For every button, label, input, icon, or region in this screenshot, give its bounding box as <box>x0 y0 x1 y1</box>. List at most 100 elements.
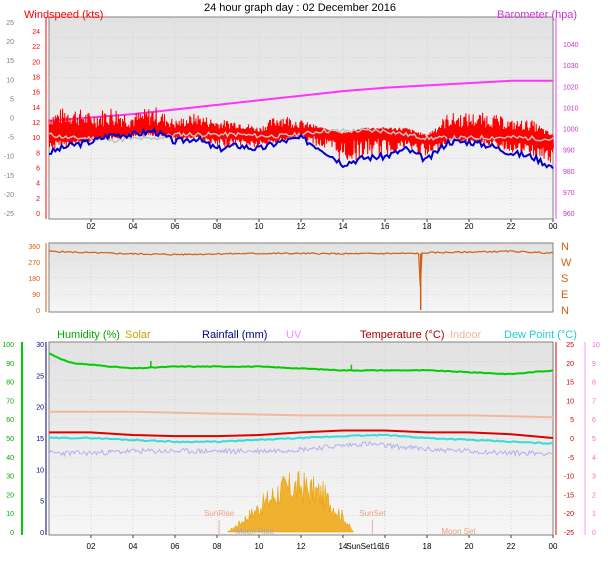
temperature-tick-25: 25 <box>566 342 574 349</box>
humidity-line <box>48 352 554 376</box>
wind-panel: Windspeed (kts) Barometer (hpa) 25201510… <box>4 9 579 231</box>
wind-outer-tick-15: 15 <box>6 58 14 65</box>
uv-tick-9: 9 <box>592 361 596 368</box>
temperature-line <box>49 429 554 439</box>
baro-tick-980: 980 <box>563 169 575 176</box>
wind-panel-title: Windspeed (kts) <box>24 9 103 21</box>
uv-tick-7: 7 <box>592 398 596 405</box>
annotation-0: SunRise <box>204 509 235 518</box>
rain-tick-5: 5 <box>40 499 44 506</box>
temperature-tick--25: -25 <box>564 530 574 537</box>
lavender-line <box>48 441 554 458</box>
uv-tick-10: 10 <box>592 342 600 349</box>
climate-xtick-00: 00 <box>549 542 558 551</box>
wind-xtick-10: 10 <box>255 222 264 231</box>
temperature-tick-0: 0 <box>570 436 574 443</box>
direction-line <box>48 250 554 287</box>
temperature-tick--20: -20 <box>564 511 574 518</box>
direction-tick-180: 180 <box>28 276 40 283</box>
temperature-tick-10: 10 <box>566 398 574 405</box>
humidity-tick-40: 40 <box>6 455 14 462</box>
climate-xtick-20: 20 <box>465 542 474 551</box>
baro-tick-970: 970 <box>563 190 575 197</box>
uv-tick-3: 3 <box>592 474 596 481</box>
legend-3: UV <box>286 329 302 341</box>
rain-tick-0: 0 <box>40 530 44 537</box>
wind-outer-tick--25: -25 <box>4 211 14 218</box>
wind-xtick-18: 18 <box>423 222 432 231</box>
temperature-tick--15: -15 <box>564 492 574 499</box>
wind-xtick-12: 12 <box>297 222 306 231</box>
wind-xtick-16: 16 <box>381 222 390 231</box>
baro-tick-1020: 1020 <box>563 84 579 91</box>
rain-tick-25: 25 <box>36 373 44 380</box>
compass-W-1: W <box>561 257 572 269</box>
humidity-tick-70: 70 <box>6 398 14 405</box>
dew-point-line <box>48 433 554 445</box>
wind-inner-tick-12: 12 <box>32 120 40 127</box>
compass-N-0: N <box>561 241 569 253</box>
wind-outer-tick-5: 5 <box>10 96 14 103</box>
legend-5: Indoor <box>450 329 482 341</box>
uv-tick-6: 6 <box>592 417 596 424</box>
sun-moon-annotations: SunRise SunSet Moon Rise SunSet16 Moon Set <box>204 509 476 551</box>
wind-inner-tick-16: 16 <box>32 90 40 97</box>
temperature-tick--10: -10 <box>564 474 574 481</box>
wind-outer-tick--20: -20 <box>4 192 14 199</box>
humidity-tick-20: 20 <box>6 492 14 499</box>
wind-outer-tick-0: 0 <box>10 116 14 123</box>
direction-tick-270: 270 <box>28 260 40 267</box>
barometer-line <box>48 79 553 122</box>
direction-series <box>48 250 554 310</box>
uv-tick-4: 4 <box>592 455 596 462</box>
wind-inner-tick-6: 6 <box>36 166 40 173</box>
annotation-1: SunSet <box>359 509 386 518</box>
climate-xtick-12: 12 <box>297 542 306 551</box>
annotation-3: SunSet16 <box>346 542 382 551</box>
legend-2: Rainfall (mm) <box>202 329 267 341</box>
temperature-axis: 25 20 15 10 5 0 -5 -10 -15 -20 -25 <box>555 342 574 537</box>
wind-outer-tick-20: 20 <box>6 39 14 46</box>
rain-tick-15: 15 <box>36 436 44 443</box>
legend-1: Solar <box>125 329 151 341</box>
wind-outer-tick-25: 25 <box>6 20 14 27</box>
compass-N-4: N <box>561 305 569 317</box>
humidity-tick-80: 80 <box>6 380 14 387</box>
climate-xtick-08: 08 <box>213 542 222 551</box>
climate-xtick-14: 14 <box>339 542 348 551</box>
humidity-tick-50: 50 <box>6 436 14 443</box>
wind-outer-tick--15: -15 <box>4 173 14 180</box>
wind-xtick-08: 08 <box>213 222 222 231</box>
wind-xtick-20: 20 <box>465 222 474 231</box>
legend-0: Humidity (%) <box>57 329 120 341</box>
solar-area <box>226 470 354 533</box>
temperature-tick-20: 20 <box>566 361 574 368</box>
compass-S-2: S <box>561 273 568 285</box>
climate-xtick-10: 10 <box>255 542 264 551</box>
wind-xtick-14: 14 <box>339 222 348 231</box>
wind-xtick-00: 00 <box>549 222 558 231</box>
baro-tick-960: 960 <box>563 211 575 218</box>
uv-tick-1: 1 <box>592 511 596 518</box>
annotation-4: Moon Set <box>441 527 476 536</box>
direction-gridlines <box>49 243 553 312</box>
uv-tick-8: 8 <box>592 380 596 387</box>
wind-inner-tick-0: 0 <box>36 211 40 218</box>
climate-xtick-04: 04 <box>129 542 138 551</box>
baro-tick-1040: 1040 <box>563 42 579 49</box>
indoor-line <box>49 410 554 419</box>
wind-outer-tick-10: 10 <box>6 77 14 84</box>
climate-xtick-22: 22 <box>507 542 516 551</box>
direction-tick-360: 360 <box>28 244 40 251</box>
wind-outer-tick--5: -5 <box>8 135 14 142</box>
climate-xtick-02: 02 <box>87 542 96 551</box>
rain-axis: 30 25 20 15 10 5 0 <box>36 342 47 537</box>
wind-inner-tick-8: 8 <box>36 150 40 157</box>
baro-axis: 1040 1030 1020 1010 1000 990 980 970 960 <box>555 17 579 219</box>
humidity-tick-60: 60 <box>6 417 14 424</box>
